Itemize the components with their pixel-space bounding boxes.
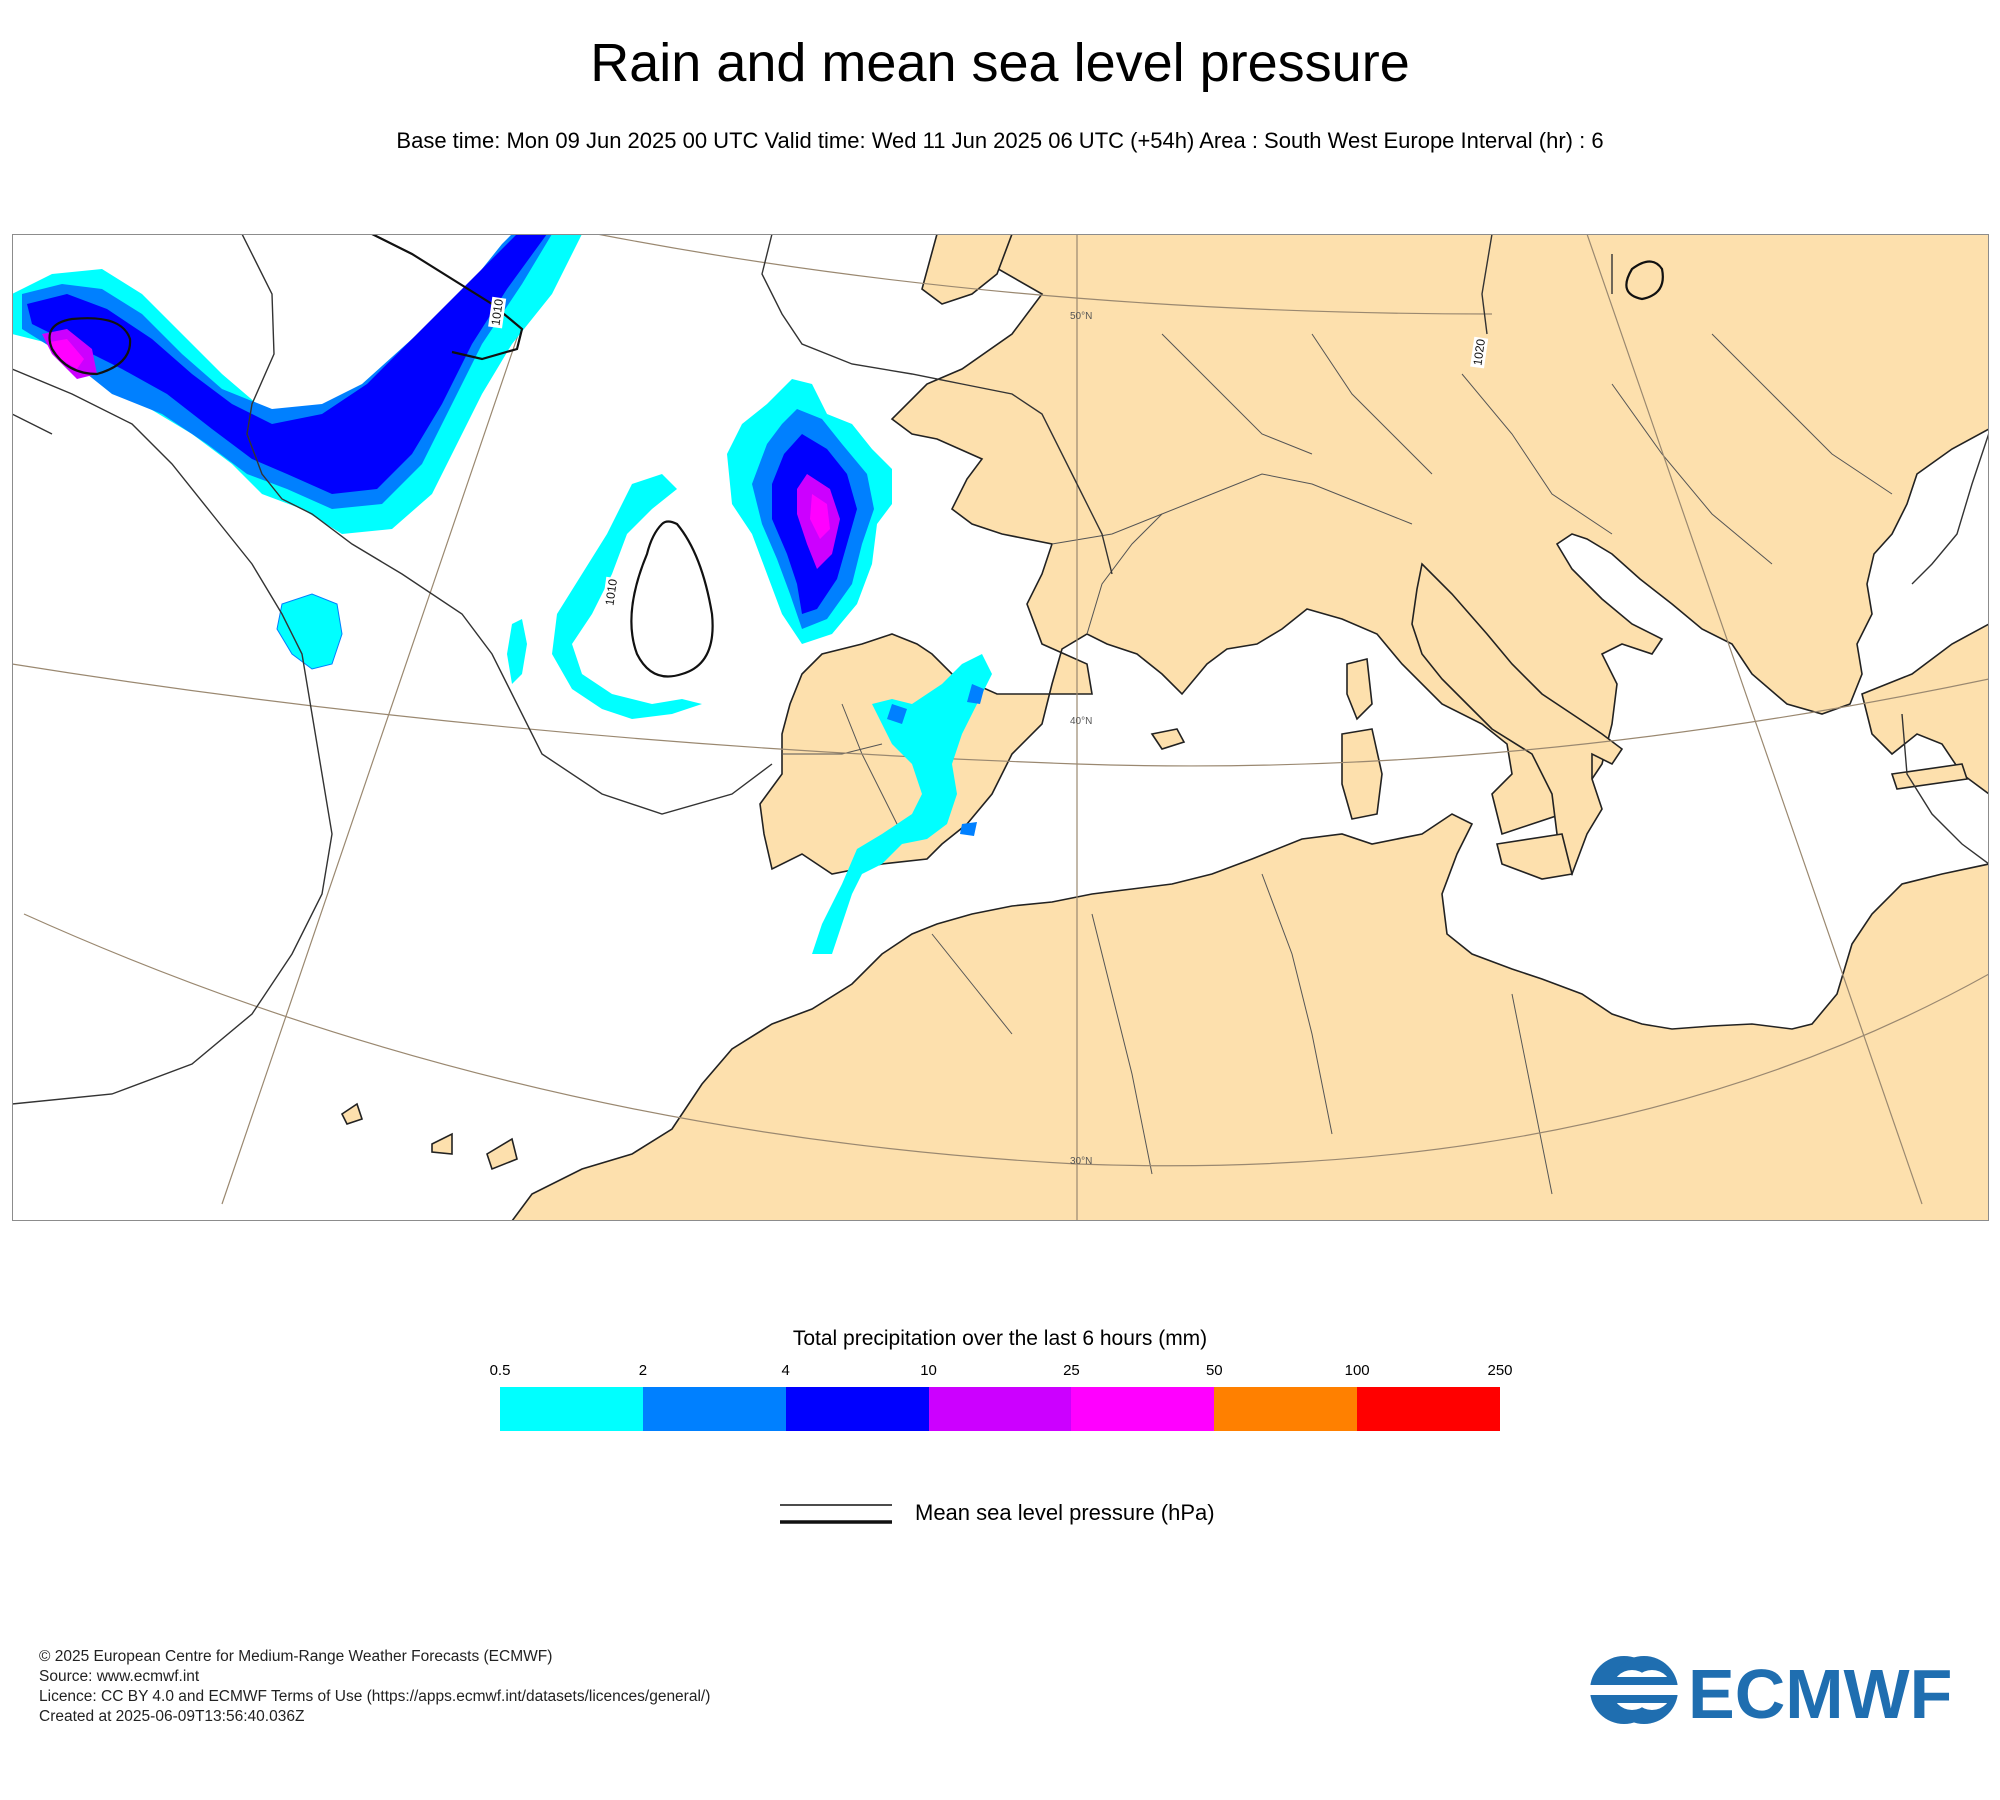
colorbar-tick: 25 (1063, 1362, 1080, 1379)
chart-subtitle: Base time: Mon 09 Jun 2025 00 UTC Valid … (396, 128, 1604, 153)
precip-atlantic-band-light (12, 234, 582, 534)
chart-title: Rain and mean sea level pressure (590, 33, 1410, 93)
colorbar-segment (1357, 1387, 1501, 1431)
colorbar-segment (785, 1387, 929, 1431)
isobars-thin (12, 234, 1989, 1105)
colorbar-tick: 10 (920, 1362, 937, 1379)
colorbar-tick: 0.5 (489, 1362, 511, 1379)
mslp-legend-label: Mean sea level pressure (hPa) (915, 1500, 1215, 1525)
land-europe (759, 234, 1989, 875)
land-masses (340, 234, 1989, 1221)
ecmwf-logo: ECMWF (1588, 1655, 1952, 1728)
isobar-north-low (371, 234, 524, 361)
mslp-legend-key (780, 1504, 892, 1524)
footer-source: Source: www.ecmwf.int (39, 1668, 200, 1685)
land-crete (1890, 763, 1969, 790)
precip-legend-title: Total precipitation over the last 6 hour… (792, 1327, 1208, 1350)
precip-cyan-blob (276, 593, 343, 670)
map-frame (12, 234, 1989, 1221)
land-balearics (1150, 728, 1186, 750)
precip-spain-interior-med (887, 684, 984, 836)
isobar-labels: 1010 1010 1020 (488, 296, 1489, 609)
colorbar-tick: 2 (638, 1362, 648, 1379)
land-corsica (1346, 658, 1373, 721)
land-sardinia (1341, 728, 1383, 820)
ecmwf-logo-text: ECMWF (1688, 1655, 1952, 1728)
colorbar-tick: 50 (1205, 1362, 1223, 1379)
graticule (12, 234, 1989, 1221)
isobar-label-1010-north: 1010 (488, 298, 506, 327)
lat-label-30n: 30°N (1070, 1156, 1092, 1167)
isobar-atlantic-low-inner (48, 317, 132, 376)
precip-offshore-core (810, 494, 830, 539)
land-canaries (340, 1102, 518, 1171)
precip-colorbar (500, 1387, 1501, 1431)
colorbar-segment (1071, 1387, 1215, 1431)
precip-atlantic-band-heavy (27, 234, 547, 494)
colorbar-segment (928, 1387, 1072, 1431)
colorbar-tick-labels: 0.5 2 4 10 25 50 100 250 (490, 1362, 1513, 1382)
footer-licence: Licence: CC BY 4.0 and ECMWF Terms of Us… (39, 1688, 711, 1705)
footer-copyright: © 2025 European Centre for Medium-Range … (39, 1648, 553, 1665)
weather-map: 50°N 40°N 30°N (12, 234, 1989, 1221)
isobar-1020-centre (1625, 260, 1664, 301)
precip-southwest-showers (507, 619, 527, 684)
precip-atlantic-band-core (50, 339, 84, 369)
isobar-label-1020: 1020 (1470, 338, 1488, 367)
precipitation-areas (12, 234, 992, 954)
colorbar-tick: 100 (1344, 1362, 1370, 1379)
isobar-label-1010-offshore: 1010 (602, 578, 620, 607)
isobar-offshore-low (630, 520, 714, 678)
land-britain (921, 234, 1013, 305)
precip-spain-interior (812, 654, 992, 954)
precip-west-showers (552, 474, 702, 719)
isobars (48, 234, 1664, 678)
land-italy (1411, 562, 1624, 877)
footer-created: Created at 2025-06-09T13:56:40.036Z (39, 1708, 305, 1725)
country-borders (782, 333, 1893, 1195)
land-north-africa (511, 813, 1989, 1221)
latitude-labels: 50°N 40°N 30°N (1070, 311, 1092, 1167)
colorbar-segment (1214, 1387, 1358, 1431)
colorbar-segment (642, 1387, 786, 1431)
lat-label-40n: 40°N (1070, 716, 1092, 727)
land-sicily (1496, 833, 1573, 880)
footer-credits: © 2025 European Centre for Medium-Range … (39, 1647, 710, 1727)
colorbar-tick: 4 (781, 1362, 790, 1379)
lat-label-50n: 50°N (1070, 311, 1092, 322)
colorbar-tick: 250 (1487, 1362, 1513, 1379)
colorbar-segment (500, 1387, 643, 1431)
